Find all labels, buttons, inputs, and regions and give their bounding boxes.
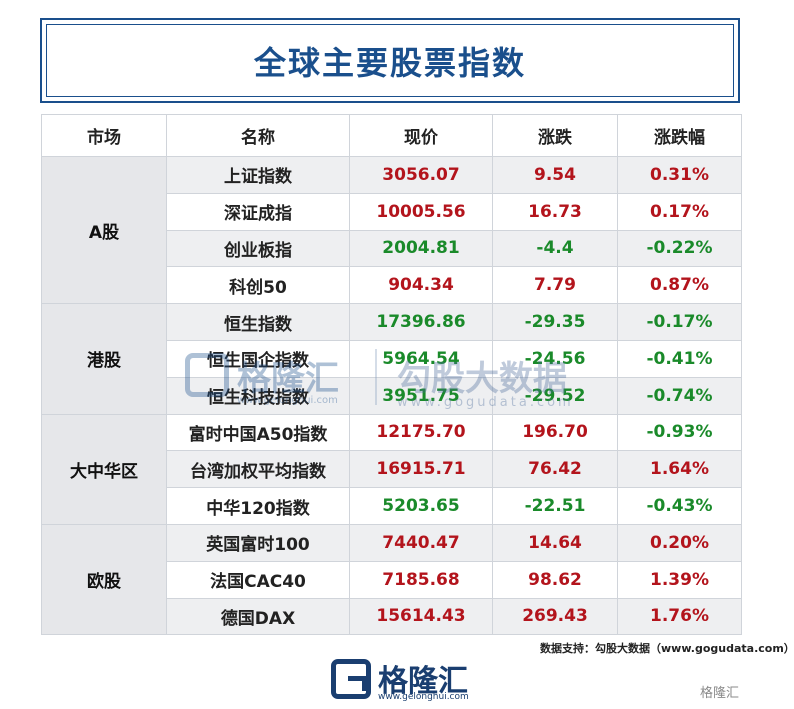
change-cell: -24.56 <box>492 339 618 378</box>
table-row: 恒生国企指数 5964.54 -24.56 -0.41% <box>42 339 742 378</box>
price-cell: 12175.70 <box>349 413 493 452</box>
name-cell: 恒生国企指数 <box>166 339 350 378</box>
price-cell: 904.34 <box>349 266 493 305</box>
price-cell: 3056.07 <box>349 156 493 194</box>
change-cell: -4.4 <box>492 229 618 268</box>
gelonghui-logo-icon <box>331 659 371 699</box>
footer-url: www.gelonghui.com <box>378 692 469 702</box>
table-row: 恒生科技指数 3951.75 -29.52 -0.74% <box>42 376 742 415</box>
change-cell: -29.35 <box>492 303 618 341</box>
footer-brand: 格隆汇 <box>378 664 468 699</box>
change-pct-cell: -0.17% <box>617 303 742 341</box>
change-cell: 76.42 <box>492 450 618 489</box>
change-pct-cell: 1.76% <box>617 597 742 636</box>
table-row: 法国CAC40 7185.68 98.62 1.39% <box>42 560 742 599</box>
price-cell: 16915.71 <box>349 450 493 489</box>
change-pct-cell: 0.17% <box>617 192 742 231</box>
table-body: A股 上证指数 3056.07 9.54 0.31% 深证成指 10005.56 16.73 0… <box>41 155 742 636</box>
change-pct-cell: 1.39% <box>617 560 742 599</box>
change-cell: -29.52 <box>492 376 618 415</box>
change-cell: 196.70 <box>492 413 618 452</box>
market-cell: 欧股 <box>41 523 167 636</box>
table-row: 大中华区 富时中国A50指数 12175.70 196.70 -0.93% <box>41 413 742 525</box>
change-pct-cell: -0.74% <box>617 376 742 415</box>
table-row: 德国DAX 15614.43 269.43 1.76% <box>42 597 742 636</box>
table-row: 欧股 英国富时100 7440.47 14.64 0.20% <box>41 523 742 636</box>
table-row: 科创50 904.34 7.79 0.87% <box>42 266 742 305</box>
change-pct-cell: 1.64% <box>617 450 742 489</box>
table-row: 创业板指 2004.81 -4.4 -0.22% <box>42 229 742 268</box>
change-pct-cell: 0.20% <box>617 523 742 562</box>
market-cell: 港股 <box>41 303 167 415</box>
header-market: 市场 <box>41 114 167 157</box>
price-cell: 15614.43 <box>349 597 493 636</box>
table-row: 港股 恒生指数 17396.86 -29.35 -0.17% <box>41 303 742 415</box>
change-cell: 16.73 <box>492 192 618 231</box>
price-cell: 10005.56 <box>349 192 493 231</box>
name-cell: 德国DAX <box>166 597 350 636</box>
name-cell: 富时中国A50指数 <box>166 413 350 452</box>
header-price: 现价 <box>349 114 493 157</box>
header-change-pct: 涨跌幅 <box>617 114 742 157</box>
name-cell: 法国CAC40 <box>166 560 350 599</box>
index-table: 市场 名称 现价 涨跌 涨跌幅 A股 上证指数 3056.07 9.54 0.31% 深证… <box>41 114 742 636</box>
name-cell: 创业板指 <box>166 229 350 268</box>
header-change: 涨跌 <box>492 114 618 157</box>
title-frame: 全球主要股票指数 <box>46 24 734 97</box>
header-name: 名称 <box>166 114 350 157</box>
market-cell: A股 <box>41 155 167 305</box>
corner-watermark: 格隆汇 <box>700 686 740 701</box>
change-cell: 7.79 <box>492 266 618 305</box>
name-cell: 台湾加权平均指数 <box>166 450 350 489</box>
change-pct-cell: 0.87% <box>617 266 742 305</box>
price-cell: 7440.47 <box>349 523 493 562</box>
price-cell: 17396.86 <box>349 303 493 341</box>
change-pct-cell: -0.93% <box>617 413 742 452</box>
table-header-row: 市场 名称 现价 涨跌 涨跌幅 <box>41 114 742 157</box>
table-row: 深证成指 10005.56 16.73 0.17% <box>42 192 742 231</box>
name-cell: 深证成指 <box>166 192 350 231</box>
name-cell: 科创50 <box>166 266 350 305</box>
change-cell: -22.51 <box>492 487 618 525</box>
name-cell: 恒生科技指数 <box>166 376 350 415</box>
change-pct-cell: -0.22% <box>617 229 742 268</box>
table-row: A股 上证指数 3056.07 9.54 0.31% <box>41 155 742 305</box>
data-source-note: 数据支持：勾股大数据（www.gogudata.com） <box>540 642 794 655</box>
price-cell: 2004.81 <box>349 229 493 268</box>
change-cell: 14.64 <box>492 523 618 562</box>
price-cell: 5203.65 <box>349 487 493 525</box>
name-cell: 恒生指数 <box>166 303 350 341</box>
name-cell: 英国富时100 <box>166 523 350 562</box>
price-cell: 5964.54 <box>349 339 493 378</box>
change-cell: 269.43 <box>492 597 618 636</box>
name-cell: 中华120指数 <box>166 487 350 525</box>
change-pct-cell: -0.43% <box>617 487 742 525</box>
title-box: 全球主要股票指数 <box>40 18 740 103</box>
price-cell: 3951.75 <box>349 376 493 415</box>
change-pct-cell: 0.31% <box>617 156 742 194</box>
table-row: 中华120指数 5203.65 -22.51 -0.43% <box>42 487 742 525</box>
change-pct-cell: -0.41% <box>617 339 742 378</box>
footer-logo: 格隆汇 www.gelonghui.com <box>331 656 471 704</box>
price-cell: 7185.68 <box>349 560 493 599</box>
table-row: 台湾加权平均指数 16915.71 76.42 1.64% <box>42 450 742 489</box>
name-cell: 上证指数 <box>166 156 350 194</box>
change-cell: 98.62 <box>492 560 618 599</box>
page-title: 全球主要股票指数 <box>253 43 526 82</box>
change-cell: 9.54 <box>492 156 618 194</box>
market-cell: 大中华区 <box>41 413 167 525</box>
